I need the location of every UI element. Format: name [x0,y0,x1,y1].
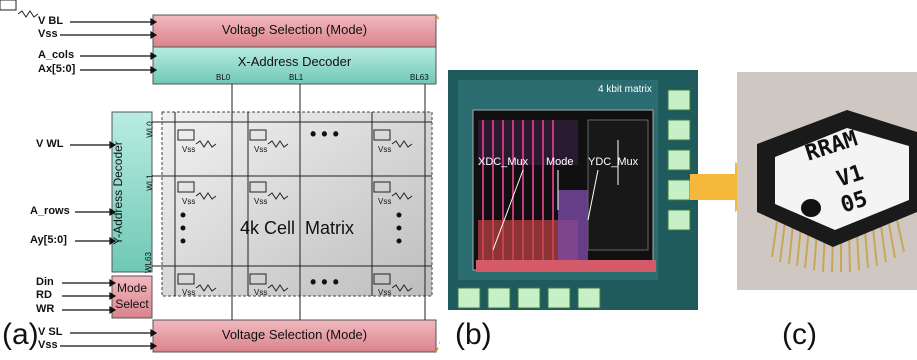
y-address-decoder-box [111,111,153,273]
wordline-wl1: WL1 [145,174,155,191]
cell-vss-4: Vss [182,197,196,206]
input-din: Din [36,276,54,288]
label-ydc-mux: YDC_Mux [588,156,639,168]
label-4kbit-matrix: 4 kbit matrix [598,84,652,95]
chip-photo [737,72,917,290]
caption-a: (a) [2,318,39,351]
input-a-cols: A_cols [38,49,75,61]
caption-c: (c) [782,318,817,351]
input-vss-top: Vss [38,28,58,40]
input-rd: RD [36,289,52,301]
cell-vss-2: Vss [254,145,268,154]
mode-select-box [111,275,153,319]
cell-vss-9: Vss [378,288,392,297]
schematic-diagram [0,0,440,353]
mode-select-line2: Select [115,297,149,311]
cell-vss-1: Vss [182,145,196,154]
wordline-wl0: WL0 [145,121,155,138]
voltage-selection-top-label: Voltage Selection (Mode) [221,22,368,37]
y-address-decoder-label: Y-Address Decoder [111,141,125,245]
input-ay: Ay[5:0] [30,234,67,246]
bitline-bl0: BL0 [216,73,231,82]
cell-matrix-box [161,111,433,297]
input-ax: Ax[5:0] [38,63,76,75]
panel-b-chip-layout: 4 kbit matrix XDC_Mux Mode YDC_Mux [448,70,708,310]
input-a-rows: A_rows [30,205,70,217]
cell-vss-6: Vss [378,197,392,206]
input-v-bl: V BL [38,15,64,27]
bitline-bl63: BL63 [410,73,429,82]
label-mode: Mode [546,156,574,168]
input-v-wl: V WL [36,138,64,150]
x-address-decoder-label: X-Address Decoder [237,54,352,69]
chip-layout-image [448,70,698,310]
voltage-selection-bottom-box [152,319,437,353]
panel-c-chip-photo: RRAM V1 05 [737,72,917,290]
ellipsis-bottom: • • • [310,272,339,292]
wordline-wl63: WL63 [143,252,153,273]
label-xdc-mux: XDC_Mux [478,156,529,168]
x-address-decoder-box [152,46,437,85]
cell-vss-7: Vss [182,288,196,297]
input-wr: WR [36,303,55,315]
voltage-selection-top-box [152,14,437,48]
mode-select-line1: Mode [116,281,148,295]
caption-b: (b) [455,318,492,351]
cell-vss-8: Vss [254,288,268,297]
voltage-selection-bottom-label: Voltage Selection (Mode) [221,327,368,342]
cell-vss-3: Vss [378,145,392,154]
input-vss-bottom: Vss [38,339,58,351]
input-v-sl: V SL [38,326,63,338]
panel-a-schematic: V BL Vss A_cols Ax[5:0] V WL A_rows Ay[5… [0,0,440,360]
bitline-bl1: BL1 [289,73,304,82]
cell-vss-5: Vss [254,197,268,206]
cell-matrix-label: 4k Cell Matrix [240,218,355,238]
ellipsis-top: • • • [310,124,339,144]
